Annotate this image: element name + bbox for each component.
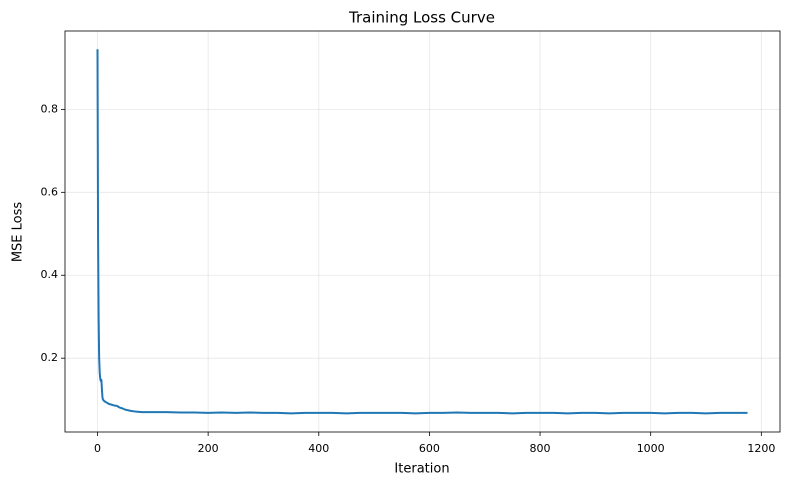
- x-tick-label: 0: [94, 442, 101, 455]
- x-tick-label: 800: [530, 442, 551, 455]
- y-tick-label: 0.2: [41, 351, 59, 364]
- x-tick-label: 200: [198, 442, 219, 455]
- x-tick-label: 600: [419, 442, 440, 455]
- loss-line: [96, 49, 748, 415]
- x-axis-label: Iteration: [394, 462, 449, 477]
- x-tick-label: 1200: [747, 442, 775, 455]
- y-tick-label: 0.6: [41, 185, 59, 198]
- y-axis-label: MSE Loss: [11, 202, 26, 263]
- plot-frame: [64, 30, 781, 433]
- x-tick-label: 1000: [637, 442, 665, 455]
- y-tick-label: 0.4: [41, 268, 59, 281]
- x-tick-label: 400: [308, 442, 329, 455]
- y-tick-label: 0.8: [41, 102, 59, 115]
- chart-title: Training Loss Curve: [348, 9, 495, 27]
